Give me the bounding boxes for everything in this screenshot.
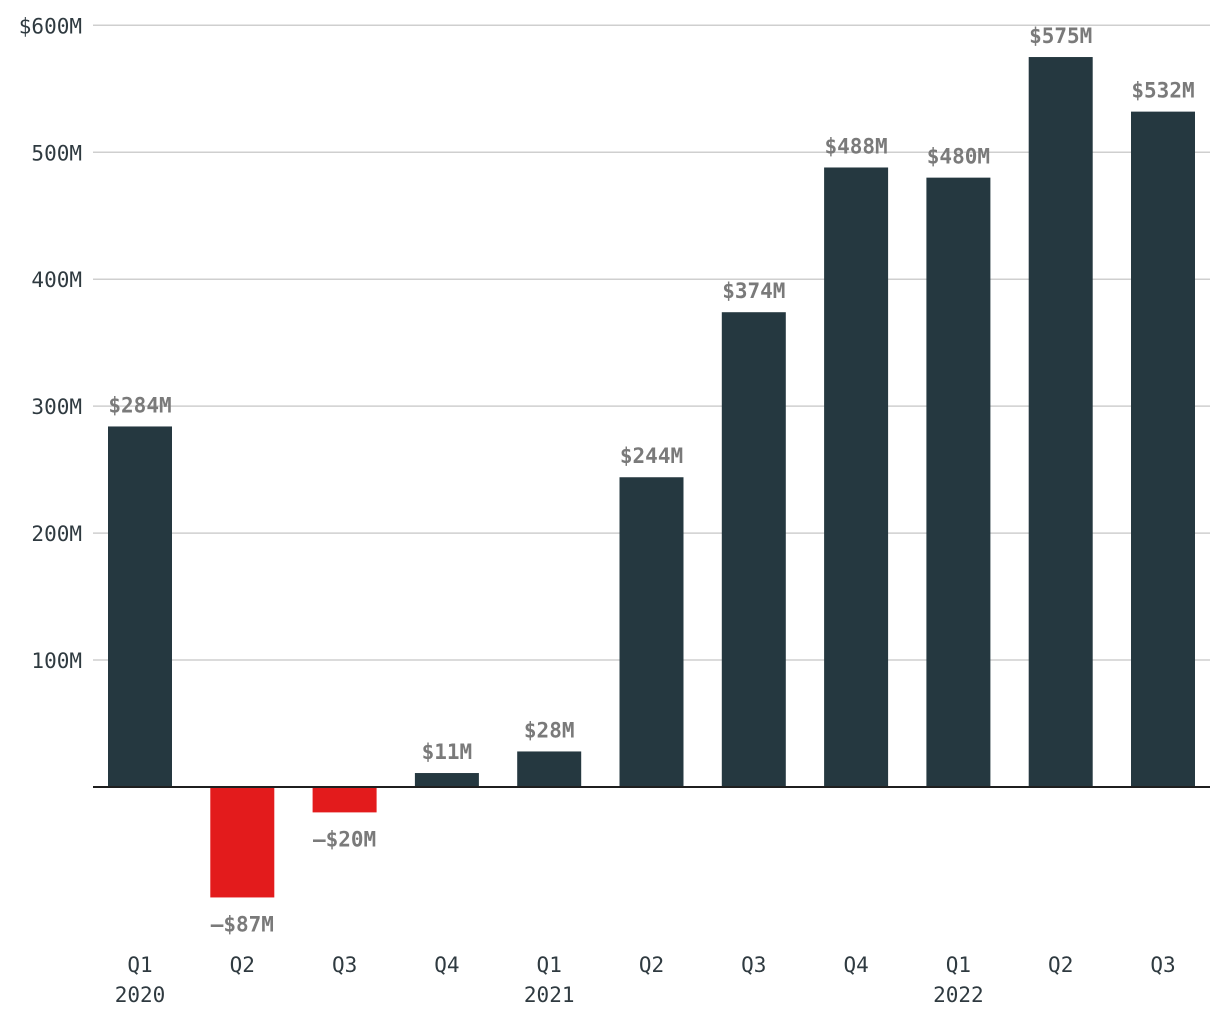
data-label: $28M <box>524 718 575 742</box>
data-label: –$87M <box>211 912 274 936</box>
x-tick-year-label: 2022 <box>933 983 984 1007</box>
x-tick-label: Q3 <box>1150 953 1175 977</box>
x-tick-label: Q1 <box>537 953 562 977</box>
x-tick-label: Q1 <box>127 953 152 977</box>
bar <box>721 312 786 787</box>
bar <box>312 787 377 813</box>
y-tick-label: 100M <box>31 649 82 673</box>
x-tick-label: Q3 <box>741 953 766 977</box>
y-tick-label: 400M <box>31 268 82 292</box>
data-label: $575M <box>1029 24 1092 48</box>
y-tick-label: 200M <box>31 522 82 546</box>
y-tick-label: $600M <box>19 14 82 38</box>
bar <box>926 177 991 787</box>
x-tick-label: Q1 <box>946 953 971 977</box>
y-tick-label: 300M <box>31 395 82 419</box>
bar <box>824 167 889 787</box>
x-tick-label: Q4 <box>843 953 868 977</box>
bar <box>1028 57 1093 788</box>
data-label: $374M <box>722 279 785 303</box>
bars <box>108 57 1195 898</box>
data-label: $480M <box>927 145 990 169</box>
x-tick-label: Q3 <box>332 953 357 977</box>
bar <box>108 426 172 787</box>
x-tick-year-label: 2021 <box>524 983 575 1007</box>
grid-lines <box>93 24 1210 661</box>
bar <box>414 773 479 787</box>
bar <box>619 477 684 787</box>
x-axis-tick-labels: Q1 2020 Q2 Q3 Q4 Q1 2021 Q2 Q3 Q4 Q1 2022 Q2 Q3 <box>115 953 1176 1007</box>
x-tick-label: Q2 <box>1048 953 1073 977</box>
data-label: $532M <box>1131 79 1194 103</box>
bar <box>517 751 582 787</box>
bar <box>210 787 275 898</box>
y-axis-tick-labels: 100M 200M 300M 400M 500M $600M <box>19 14 82 673</box>
data-label: $488M <box>824 134 887 158</box>
x-tick-label: Q2 <box>639 953 664 977</box>
data-label: –$20M <box>313 827 376 851</box>
data-labels: $284M –$87M –$20M $11M $28M $244M $374M $488M $4… <box>108 24 1194 936</box>
data-label: $11M <box>422 740 473 764</box>
bar <box>1131 111 1195 788</box>
data-label: $284M <box>108 393 171 417</box>
x-tick-label: Q2 <box>230 953 255 977</box>
data-label: $244M <box>620 444 683 468</box>
x-tick-year-label: 2020 <box>115 983 166 1007</box>
y-tick-label: 500M <box>31 141 82 165</box>
x-tick-label: Q4 <box>434 953 459 977</box>
